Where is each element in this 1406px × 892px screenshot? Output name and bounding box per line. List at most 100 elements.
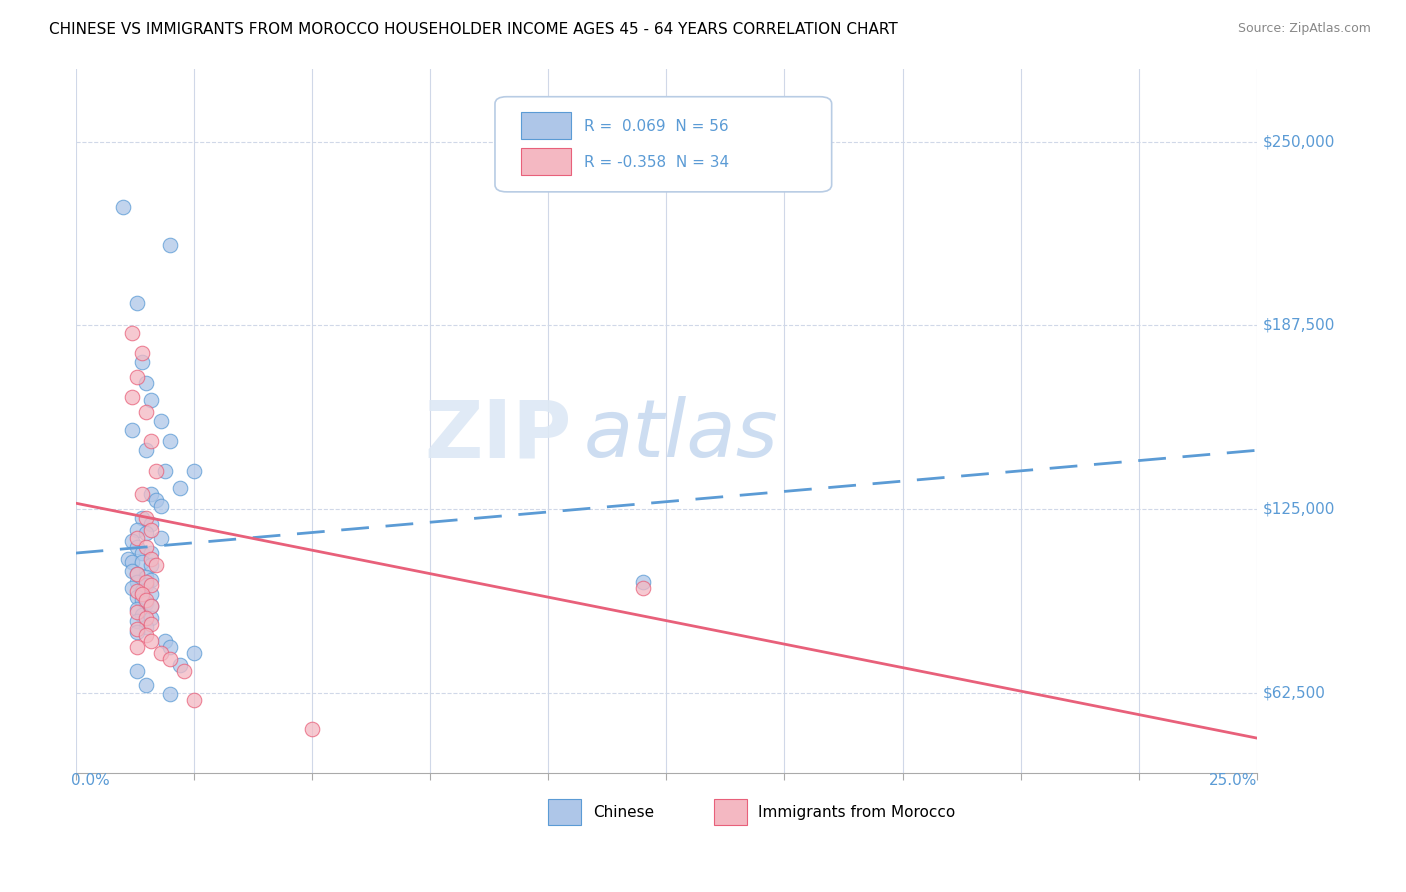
Point <box>141 393 163 408</box>
Point <box>121 423 143 437</box>
Point <box>141 616 163 631</box>
Point <box>631 582 654 596</box>
Point <box>125 540 148 554</box>
Point <box>125 370 148 384</box>
Point <box>131 555 153 569</box>
Point <box>135 569 157 583</box>
Point <box>125 523 148 537</box>
Point <box>111 200 134 214</box>
Text: $250,000: $250,000 <box>1263 135 1336 150</box>
Text: atlas: atlas <box>583 396 779 474</box>
Bar <box>522 112 571 139</box>
Point <box>125 623 148 637</box>
Point <box>131 511 153 525</box>
Text: $187,500: $187,500 <box>1263 318 1336 333</box>
Point <box>183 693 205 707</box>
Point <box>149 414 172 428</box>
Point <box>301 723 323 737</box>
Point <box>169 657 191 672</box>
Point <box>141 587 163 601</box>
Point <box>125 566 148 581</box>
Text: $62,500: $62,500 <box>1263 685 1326 700</box>
Point <box>135 596 157 610</box>
Point <box>135 525 157 540</box>
Point <box>131 584 153 599</box>
Point <box>155 634 177 648</box>
Point <box>135 443 157 458</box>
Point <box>125 605 148 619</box>
Point <box>159 640 181 654</box>
Point <box>149 532 172 546</box>
Point <box>173 664 195 678</box>
Point <box>149 499 172 513</box>
Point <box>145 558 167 572</box>
Point <box>141 523 163 537</box>
Point <box>141 487 163 501</box>
Point <box>125 532 148 546</box>
Point <box>169 482 191 496</box>
Point <box>131 346 153 360</box>
Point <box>125 602 148 616</box>
Point <box>183 646 205 660</box>
Point <box>141 552 163 566</box>
Bar <box>548 799 581 825</box>
Point <box>141 558 163 572</box>
Point <box>121 564 143 578</box>
Point <box>135 376 157 390</box>
Point <box>145 464 167 478</box>
Point <box>135 619 157 633</box>
Point <box>141 634 163 648</box>
Point <box>135 578 157 592</box>
Text: Immigrants from Morocco: Immigrants from Morocco <box>758 805 956 820</box>
Text: 25.0%: 25.0% <box>1209 773 1257 789</box>
Point <box>125 614 148 628</box>
Bar <box>713 799 747 825</box>
Point <box>141 578 163 592</box>
Point <box>141 516 163 531</box>
Bar <box>522 148 571 175</box>
Point <box>145 493 167 508</box>
Point <box>131 355 153 369</box>
Point <box>125 584 148 599</box>
Point <box>125 664 148 678</box>
Point <box>121 326 143 340</box>
Point <box>131 487 153 501</box>
Text: CHINESE VS IMMIGRANTS FROM MOROCCO HOUSEHOLDER INCOME AGES 45 - 64 YEARS CORRELA: CHINESE VS IMMIGRANTS FROM MOROCCO HOUSE… <box>49 22 898 37</box>
Point <box>135 575 157 590</box>
Point <box>135 511 157 525</box>
Point <box>135 678 157 692</box>
Point <box>141 434 163 449</box>
Point <box>159 434 181 449</box>
Point <box>631 575 654 590</box>
Point <box>131 607 153 622</box>
Point <box>117 552 139 566</box>
Point <box>159 237 181 252</box>
Point <box>159 687 181 701</box>
Point <box>121 582 143 596</box>
Point <box>121 391 143 405</box>
Point <box>125 296 148 310</box>
Text: R =  0.069  N = 56: R = 0.069 N = 56 <box>583 119 728 134</box>
Point <box>135 405 157 419</box>
Text: Chinese: Chinese <box>593 805 654 820</box>
Point <box>125 566 148 581</box>
Point <box>125 640 148 654</box>
Point <box>159 652 181 666</box>
Point <box>183 464 205 478</box>
Point <box>135 628 157 642</box>
Text: R = -0.358  N = 34: R = -0.358 N = 34 <box>583 154 728 169</box>
Point <box>121 534 143 549</box>
Point <box>141 573 163 587</box>
Point <box>141 546 163 560</box>
Point <box>125 590 148 604</box>
Point <box>155 464 177 478</box>
Point <box>131 587 153 601</box>
FancyBboxPatch shape <box>495 96 832 192</box>
Point <box>125 575 148 590</box>
Point <box>131 546 153 560</box>
Point <box>135 593 157 607</box>
Text: ZIP: ZIP <box>425 396 572 474</box>
Text: $125,000: $125,000 <box>1263 501 1336 516</box>
Text: Source: ZipAtlas.com: Source: ZipAtlas.com <box>1237 22 1371 36</box>
Point <box>141 599 163 613</box>
